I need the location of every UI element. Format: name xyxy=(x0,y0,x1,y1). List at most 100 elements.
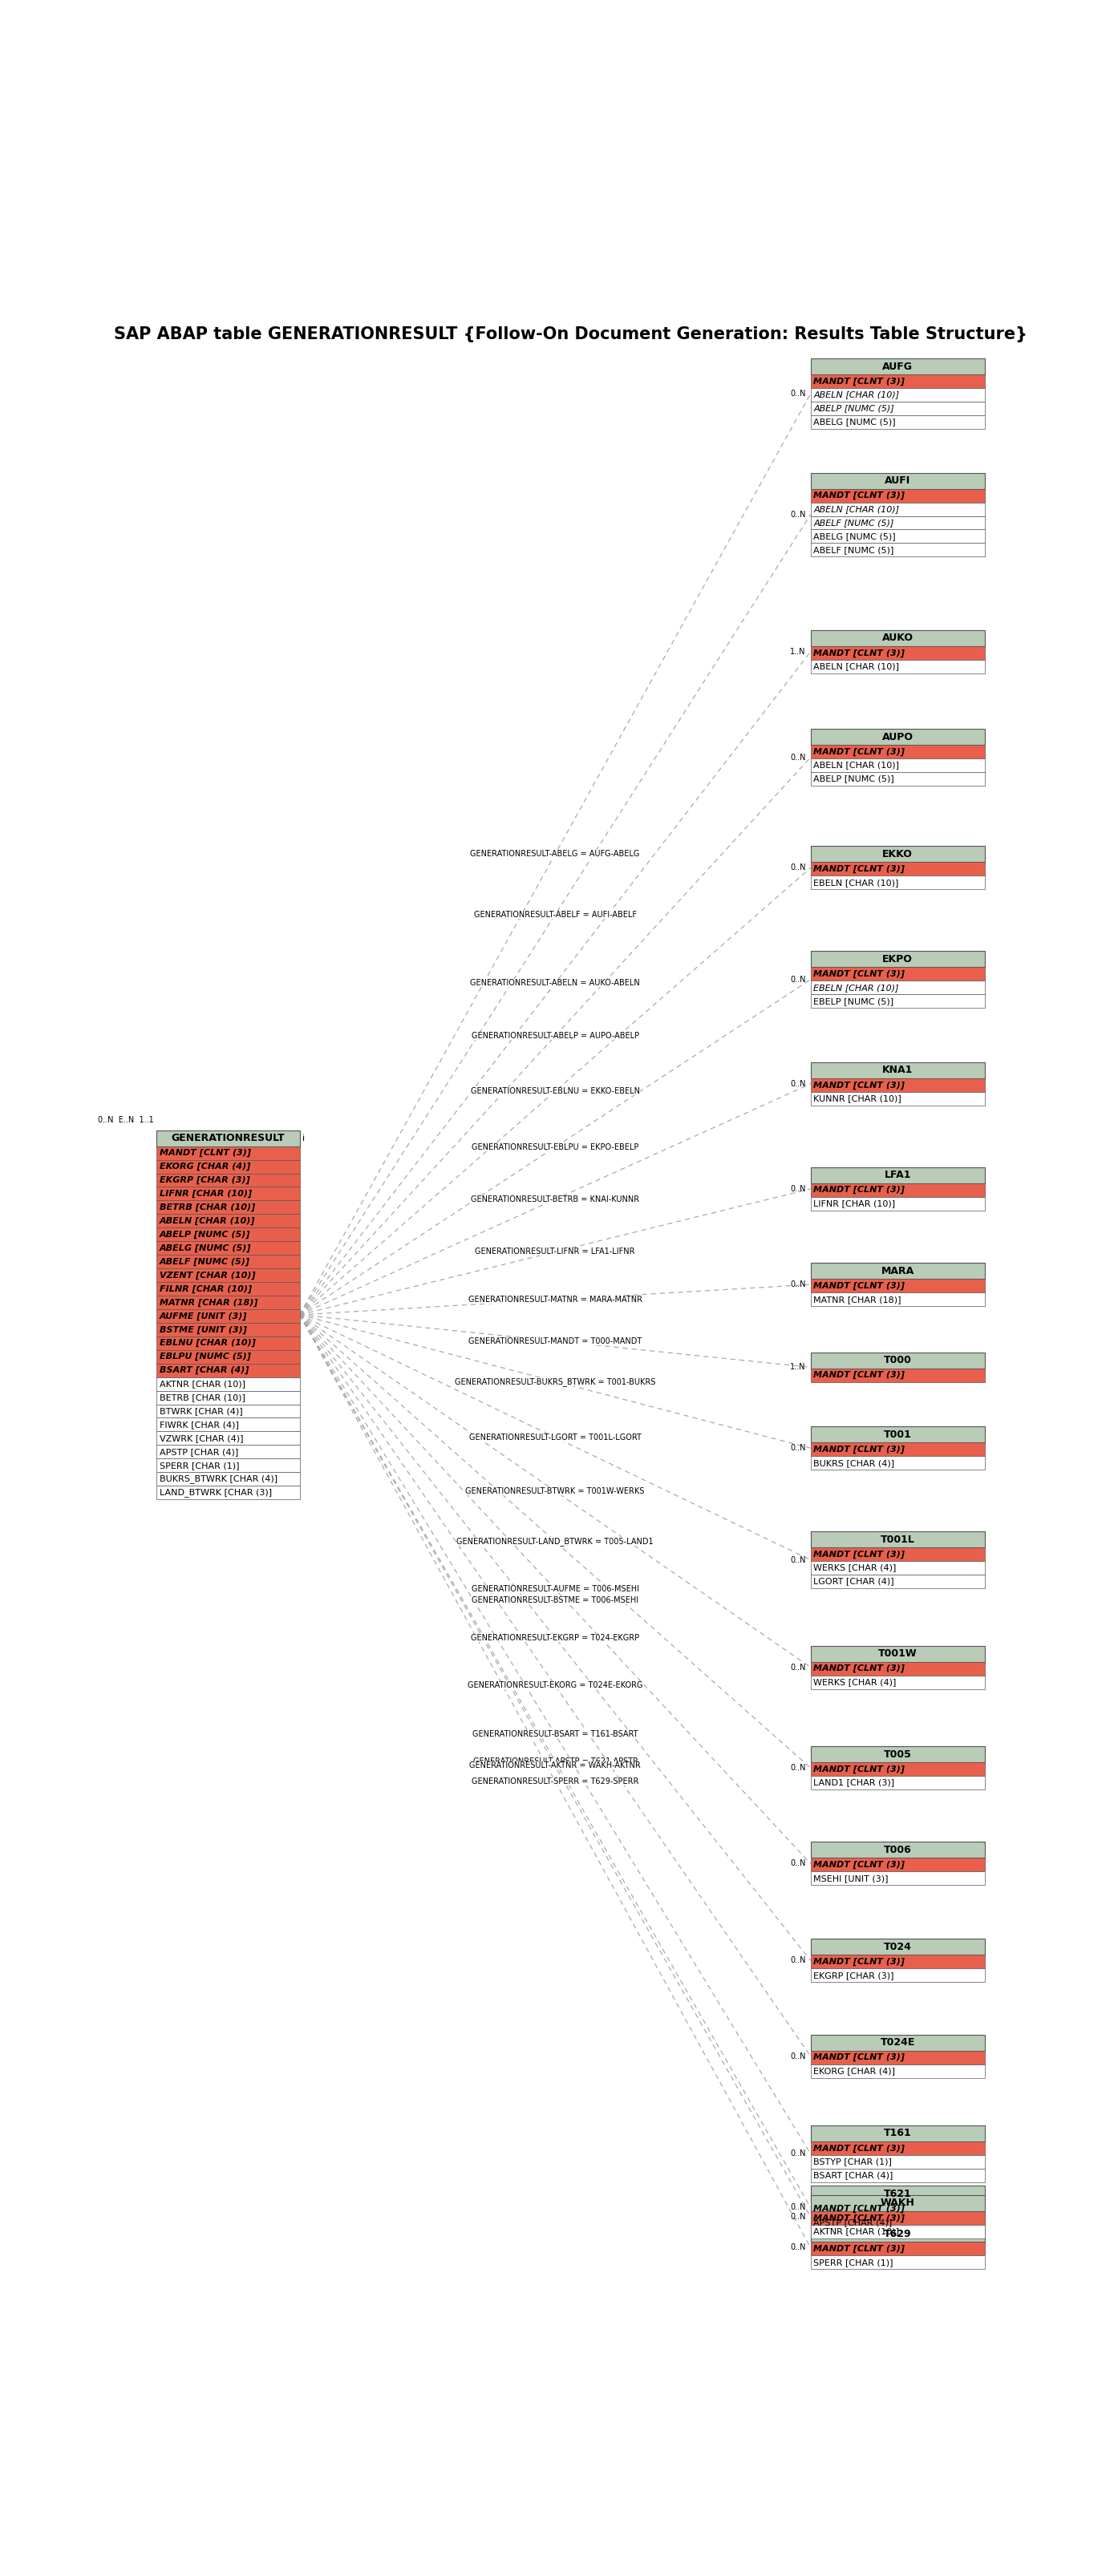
Bar xyxy=(811,1674,985,1690)
Text: MANDT [CLNT (3)]: MANDT [CLNT (3)] xyxy=(813,2205,905,2213)
Bar xyxy=(811,374,985,389)
Text: EKPO: EKPO xyxy=(882,953,912,963)
Bar xyxy=(157,1417,300,1432)
Bar xyxy=(811,1368,985,1383)
Text: ABELG [NUMC (5)]: ABELG [NUMC (5)] xyxy=(813,417,896,425)
Text: 0..N: 0..N xyxy=(790,1185,805,1193)
Bar xyxy=(157,1213,300,1229)
Text: T024: T024 xyxy=(883,1942,911,1953)
Bar xyxy=(811,531,985,544)
Text: 0..N: 0..N xyxy=(790,2244,805,2251)
Bar xyxy=(811,1747,985,1762)
Bar xyxy=(811,845,985,863)
Bar xyxy=(811,2141,985,2156)
Text: T001L: T001L xyxy=(880,1535,915,1546)
Bar xyxy=(811,1061,985,1079)
Text: MANDT [CLNT (3)]: MANDT [CLNT (3)] xyxy=(813,1082,905,1090)
Text: MANDT [CLNT (3)]: MANDT [CLNT (3)] xyxy=(813,747,905,755)
Text: T000: T000 xyxy=(883,1355,911,1365)
Text: EBELP [NUMC (5)]: EBELP [NUMC (5)] xyxy=(813,997,893,1005)
Text: MANDT [CLNT (3)]: MANDT [CLNT (3)] xyxy=(813,1551,905,1558)
Text: ABELP [NUMC (5)]: ABELP [NUMC (5)] xyxy=(813,775,895,783)
Text: GENERATIONRESULT-ABELN = AUKO-ABELN: GENERATIONRESULT-ABELN = AUKO-ABELN xyxy=(470,979,639,987)
Bar xyxy=(157,1188,300,1200)
Text: GENERATIONRESULT-LAND_BTWRK = T005-LAND1: GENERATIONRESULT-LAND_BTWRK = T005-LAND1 xyxy=(457,1538,654,1546)
Text: GENERATIONRESULT-EKGRP = T024-EKGRP: GENERATIONRESULT-EKGRP = T024-EKGRP xyxy=(471,1633,639,1641)
Bar xyxy=(811,2210,985,2226)
Bar xyxy=(811,863,985,876)
Text: T621: T621 xyxy=(883,2190,911,2200)
Bar xyxy=(811,757,985,773)
Text: EBELN [CHAR (10)]: EBELN [CHAR (10)] xyxy=(813,984,899,992)
Text: MANDT [CLNT (3)]: MANDT [CLNT (3)] xyxy=(813,1185,905,1195)
Text: T629: T629 xyxy=(883,2228,911,2239)
Text: GENERATIONRESULT-EBLNU = EKKO-EBELN: GENERATIONRESULT-EBLNU = EKKO-EBELN xyxy=(470,1087,639,1095)
Text: FILNR [CHAR (10)]: FILNR [CHAR (10)] xyxy=(159,1285,252,1293)
Text: EBELN [CHAR (10)]: EBELN [CHAR (10)] xyxy=(813,878,899,886)
Bar xyxy=(811,2035,985,2050)
Text: AKTNR [CHAR (10)]: AKTNR [CHAR (10)] xyxy=(813,2228,899,2236)
Bar xyxy=(811,631,985,647)
Bar xyxy=(157,1175,300,1188)
Text: LGORT [CHAR (4)]: LGORT [CHAR (4)] xyxy=(813,1577,895,1584)
Text: GENERATIONRESULT-ABELF = AUFI-ABELF: GENERATIONRESULT-ABELF = AUFI-ABELF xyxy=(473,912,636,920)
Bar xyxy=(157,1200,300,1213)
Text: BETRB [CHAR (10)]: BETRB [CHAR (10)] xyxy=(159,1203,255,1211)
Text: LAND_BTWRK [CHAR (3)]: LAND_BTWRK [CHAR (3)] xyxy=(159,1489,272,1497)
Bar xyxy=(811,2050,985,2063)
Text: EBLPU [NUMC (5)]: EBLPU [NUMC (5)] xyxy=(159,1352,251,1360)
Bar xyxy=(811,415,985,428)
Text: ABELP [NUMC (5)]: ABELP [NUMC (5)] xyxy=(813,404,895,412)
Bar xyxy=(811,1873,985,1886)
Bar xyxy=(811,1167,985,1182)
Bar xyxy=(157,1131,300,1146)
Bar xyxy=(157,1146,300,1159)
Bar xyxy=(157,1255,300,1267)
Bar xyxy=(811,1775,985,1790)
Text: MSEHI [UNIT (3)]: MSEHI [UNIT (3)] xyxy=(813,1875,889,1883)
Text: EKKO: EKKO xyxy=(882,850,912,860)
Text: MANDT [CLNT (3)]: MANDT [CLNT (3)] xyxy=(813,2143,905,2154)
Bar xyxy=(811,1352,985,1368)
Bar xyxy=(811,1262,985,1278)
Bar xyxy=(811,2215,985,2228)
Text: BSTYP [CHAR (1)]: BSTYP [CHAR (1)] xyxy=(813,2159,892,2166)
Bar xyxy=(811,1955,985,1968)
Text: MARA: MARA xyxy=(881,1265,915,1275)
Bar xyxy=(811,1574,985,1589)
Text: GENERATIONRESULT-AUFME = T006-MSEHI: GENERATIONRESULT-AUFME = T006-MSEHI xyxy=(471,1584,639,1592)
Text: ABELN [CHAR (10)]: ABELN [CHAR (10)] xyxy=(813,762,899,770)
Bar xyxy=(811,1533,985,1548)
Text: GENERATIONRESULT-BTWRK = T001W-WERKS: GENERATIONRESULT-BTWRK = T001W-WERKS xyxy=(466,1486,645,1494)
Text: MANDT [CLNT (3)]: MANDT [CLNT (3)] xyxy=(813,2213,905,2223)
Bar xyxy=(157,1458,300,1473)
Text: MANDT [CLNT (3)]: MANDT [CLNT (3)] xyxy=(813,2053,905,2061)
Text: 0..N: 0..N xyxy=(790,752,805,762)
Bar xyxy=(157,1363,300,1378)
Bar xyxy=(157,1296,300,1309)
Text: ABELN [CHAR (10)]: ABELN [CHAR (10)] xyxy=(813,505,900,513)
Text: BTWRK [CHAR (4)]: BTWRK [CHAR (4)] xyxy=(159,1406,243,1414)
Bar xyxy=(811,2241,985,2257)
Text: EBLNU [CHAR (10)]: EBLNU [CHAR (10)] xyxy=(159,1340,256,1347)
Text: BSTME [UNIT (3)]: BSTME [UNIT (3)] xyxy=(159,1327,247,1334)
Text: ABELF [NUMC (5)]: ABELF [NUMC (5)] xyxy=(159,1257,251,1265)
Bar xyxy=(811,2226,985,2239)
Text: GENERATIONRESULT-SPERR = T629-SPERR: GENERATIONRESULT-SPERR = T629-SPERR xyxy=(471,1777,638,1785)
Text: T001W: T001W xyxy=(878,1649,917,1659)
Text: AUKO: AUKO xyxy=(882,634,913,644)
Bar xyxy=(811,1842,985,1857)
Text: ABELG [NUMC (5)]: ABELG [NUMC (5)] xyxy=(813,533,896,541)
Text: T006: T006 xyxy=(883,1844,911,1855)
Bar xyxy=(811,358,985,374)
Text: 0..N: 0..N xyxy=(790,1765,805,1772)
Text: ABELF [NUMC (5)]: ABELF [NUMC (5)] xyxy=(813,546,895,554)
Text: MANDT [CLNT (3)]: MANDT [CLNT (3)] xyxy=(813,376,905,386)
Text: AUFME [UNIT (3)]: AUFME [UNIT (3)] xyxy=(159,1311,247,1319)
Text: 0..N: 0..N xyxy=(790,1556,805,1564)
Bar xyxy=(811,1182,985,1198)
Text: ABELG [NUMC (5)]: ABELG [NUMC (5)] xyxy=(159,1244,252,1252)
Text: GENERATIONRESULT-BSTME = T006-MSEHI: GENERATIONRESULT-BSTME = T006-MSEHI xyxy=(471,1597,638,1605)
Text: 0..N: 0..N xyxy=(790,2151,805,2159)
Text: 0..N: 0..N xyxy=(790,510,805,518)
